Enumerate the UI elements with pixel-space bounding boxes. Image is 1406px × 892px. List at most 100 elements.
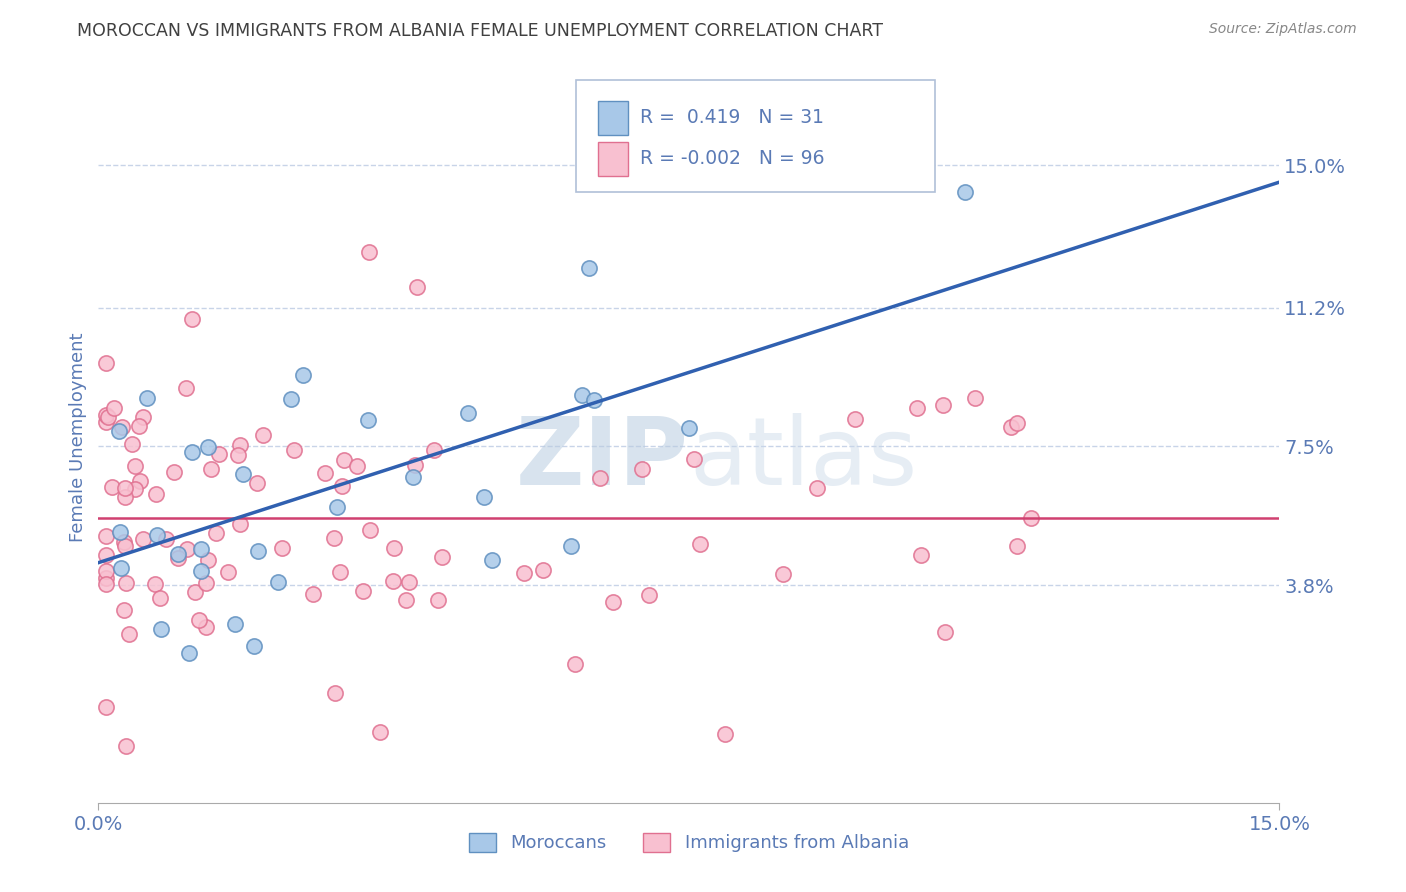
- Point: [333, 453, 356, 467]
- Point: [678, 421, 700, 435]
- Point: [402, 470, 425, 484]
- Point: [1021, 510, 1043, 524]
- Point: [224, 616, 246, 631]
- Point: [155, 532, 177, 546]
- Point: [96, 571, 118, 585]
- Point: [1005, 416, 1028, 430]
- Point: [190, 564, 212, 578]
- Point: [96, 409, 118, 423]
- Point: [326, 500, 349, 515]
- Point: [302, 587, 325, 601]
- Point: [195, 620, 218, 634]
- Point: [103, 401, 125, 415]
- Text: ZIP: ZIP: [516, 413, 689, 505]
- Point: [197, 553, 219, 567]
- Point: [602, 595, 624, 609]
- Point: [167, 551, 190, 566]
- Point: [128, 419, 150, 434]
- Point: [330, 479, 353, 493]
- Point: [314, 467, 336, 481]
- Point: [395, 593, 418, 607]
- Point: [325, 686, 347, 700]
- Point: [174, 381, 197, 395]
- Point: [228, 438, 250, 452]
- Point: [229, 517, 252, 532]
- Point: [772, 567, 794, 582]
- Point: [531, 563, 554, 577]
- Point: [683, 452, 706, 467]
- Point: [110, 561, 132, 575]
- Point: [217, 565, 239, 579]
- Point: [1000, 420, 1022, 434]
- Point: [513, 566, 536, 581]
- Point: [246, 476, 269, 491]
- Point: [114, 539, 136, 553]
- Point: [368, 725, 391, 739]
- Point: [132, 532, 155, 546]
- Point: [96, 700, 118, 714]
- Text: MOROCCAN VS IMMIGRANTS FROM ALBANIA FEMALE UNEMPLOYMENT CORRELATION CHART: MOROCCAN VS IMMIGRANTS FROM ALBANIA FEMA…: [77, 22, 883, 40]
- Point: [430, 549, 453, 564]
- Point: [121, 436, 143, 450]
- Point: [583, 392, 606, 407]
- Point: [346, 458, 368, 473]
- Point: [292, 368, 315, 382]
- Point: [96, 356, 118, 370]
- Point: [631, 462, 654, 476]
- Point: [637, 588, 659, 602]
- Text: R =  0.419   N = 31: R = 0.419 N = 31: [640, 108, 824, 127]
- Point: [481, 553, 503, 567]
- Point: [135, 391, 157, 405]
- Point: [96, 564, 118, 578]
- Point: [474, 491, 496, 505]
- Point: [180, 445, 202, 459]
- Point: [404, 458, 426, 472]
- Point: [427, 593, 450, 607]
- Point: [280, 392, 302, 406]
- Point: [96, 576, 118, 591]
- Point: [932, 398, 955, 412]
- Point: [118, 626, 141, 640]
- Point: [226, 448, 249, 462]
- Point: [115, 739, 138, 754]
- Point: [101, 479, 124, 493]
- Point: [398, 575, 420, 590]
- Point: [910, 549, 932, 563]
- Point: [96, 548, 118, 562]
- Point: [97, 409, 120, 424]
- Point: [184, 585, 207, 599]
- Point: [145, 577, 167, 591]
- Point: [252, 428, 274, 442]
- Point: [129, 474, 152, 488]
- Point: [96, 529, 118, 543]
- Point: [200, 462, 222, 476]
- Point: [357, 413, 380, 427]
- Point: [205, 526, 228, 541]
- Legend: Moroccans, Immigrants from Albania: Moroccans, Immigrants from Albania: [463, 826, 915, 860]
- Point: [589, 471, 612, 485]
- Point: [162, 465, 184, 479]
- Point: [208, 447, 231, 461]
- Point: [96, 415, 118, 429]
- Point: [149, 623, 172, 637]
- Point: [381, 574, 404, 588]
- Point: [112, 535, 135, 549]
- Point: [176, 541, 198, 556]
- Point: [114, 481, 136, 495]
- Point: [963, 391, 986, 405]
- Point: [560, 539, 582, 553]
- Point: [806, 481, 828, 495]
- Point: [145, 487, 167, 501]
- Point: [146, 528, 169, 542]
- Point: [283, 442, 305, 457]
- Point: [578, 260, 600, 275]
- Point: [111, 420, 134, 434]
- Point: [423, 442, 446, 457]
- Point: [564, 657, 586, 671]
- Point: [108, 524, 131, 539]
- Point: [359, 523, 381, 537]
- Y-axis label: Female Unemployment: Female Unemployment: [69, 333, 87, 541]
- Point: [934, 624, 956, 639]
- Point: [115, 576, 138, 591]
- Point: [1007, 539, 1029, 553]
